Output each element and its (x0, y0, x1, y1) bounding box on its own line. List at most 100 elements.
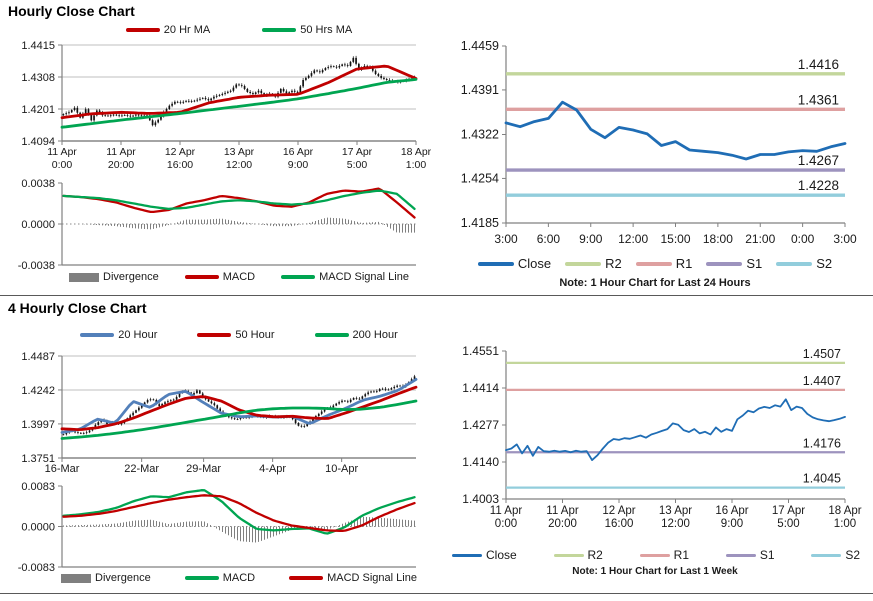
legend-item: MACD Signal Line (281, 271, 409, 283)
svg-text:17 Apr: 17 Apr (342, 146, 373, 158)
macd-swatch (184, 576, 219, 580)
svg-text:5:00: 5:00 (777, 518, 799, 530)
svg-text:1.4228: 1.4228 (798, 178, 839, 193)
legend-label: S2 (845, 548, 860, 562)
pivot-24h-legend: Close R2 R1 S1 S2 (437, 256, 873, 271)
svg-text:1.4277: 1.4277 (462, 418, 499, 432)
svg-text:18 Apr: 18 Apr (401, 146, 432, 158)
legend-label: R1 (675, 256, 693, 271)
svg-text:16:00: 16:00 (605, 518, 634, 530)
legend-label: Close (486, 548, 517, 562)
svg-text:12 Apr: 12 Apr (165, 146, 196, 158)
bottom-divider (0, 593, 873, 594)
legend-item: Divergence (61, 572, 151, 584)
legend-label: S1 (746, 256, 763, 271)
svg-text:0:00: 0:00 (495, 518, 517, 530)
s1-swatch (706, 261, 743, 266)
legend-label: Divergence (103, 271, 159, 283)
section-title-4hourly: 4 Hourly Close Chart (8, 300, 147, 316)
svg-text:10-Apr: 10-Apr (325, 463, 358, 475)
legend-label: Close (517, 256, 552, 271)
divergence-swatch (69, 272, 100, 282)
legend-item: 200 Hour (314, 329, 398, 341)
svg-text:18 Apr: 18 Apr (828, 505, 861, 517)
legend-item: 20 Hr MA (125, 24, 211, 36)
legend-item: S2 (811, 548, 860, 562)
svg-text:20:00: 20:00 (108, 159, 134, 171)
legend-item: MACD (184, 271, 255, 283)
hourly-price-legend: 20 Hr MA 50 Hrs MA (62, 24, 416, 36)
svg-text:1.4045: 1.4045 (803, 472, 841, 486)
legend-item: 50 Hour (197, 329, 275, 341)
s2-swatch (811, 553, 842, 557)
svg-text:1.4459: 1.4459 (461, 39, 499, 53)
svg-text:6:00: 6:00 (537, 232, 561, 246)
pivot-1week-legend: Close R2 R1 S1 S2 (452, 548, 860, 562)
svg-text:1.4322: 1.4322 (461, 128, 499, 142)
svg-text:1.3997: 1.3997 (21, 419, 55, 431)
ma50-swatch (262, 28, 297, 32)
ma20-swatch (125, 28, 160, 32)
svg-text:1.4416: 1.4416 (798, 57, 839, 72)
pivot-24h-note: Note: 1 Hour Chart for Last 24 Hours (559, 277, 751, 289)
legend-label: MACD (222, 572, 256, 584)
svg-text:9:00: 9:00 (288, 159, 309, 171)
r1-swatch (639, 553, 670, 557)
r2-swatch (565, 261, 602, 266)
svg-text:1.4267: 1.4267 (798, 153, 839, 168)
svg-text:0:00: 0:00 (791, 232, 815, 246)
legend-label: 20 Hr MA (163, 24, 211, 36)
svg-text:9:00: 9:00 (721, 518, 743, 530)
legend-item: R2 (565, 256, 622, 271)
legend-label: MACD Signal Line (327, 572, 417, 584)
svg-text:1.4361: 1.4361 (798, 92, 839, 107)
legend-item: R2 (553, 548, 603, 562)
svg-text:1.4201: 1.4201 (21, 104, 55, 116)
4hourly-macd-chart: 0.0083 0.0000 -0.0083 (18, 481, 416, 574)
svg-text:17 Apr: 17 Apr (772, 505, 805, 517)
svg-text:9:00: 9:00 (579, 232, 603, 246)
svg-text:5:00: 5:00 (347, 159, 368, 171)
ma200h-swatch (314, 333, 349, 337)
svg-text:16 Apr: 16 Apr (715, 505, 748, 517)
ma50h-swatch (197, 333, 232, 337)
legend-item: 20 Hour (80, 329, 157, 341)
pivot-24h-chart: 1.4459 1.4391 1.4322 1.4254 1.4185 3:00 6:00 9:… (461, 39, 857, 246)
svg-text:1.4176: 1.4176 (803, 436, 841, 450)
svg-text:16 Apr: 16 Apr (283, 146, 314, 158)
macd-signal-swatch (281, 275, 316, 279)
4hourly-macd-legend: Divergence MACD MACD Signal Line (61, 572, 417, 584)
section-divider (0, 295, 873, 296)
legend-label: 50 Hour (235, 329, 275, 341)
legend-label: 50 Hrs MA (300, 24, 353, 36)
svg-text:0:00: 0:00 (52, 159, 73, 171)
svg-text:13 Apr: 13 Apr (659, 505, 692, 517)
legend-item: S1 (706, 256, 762, 271)
legend-label: 200 Hour (352, 329, 398, 341)
svg-text:0.0083: 0.0083 (21, 481, 55, 493)
macd-signal-swatch (289, 576, 324, 580)
legend-item: Close (477, 256, 552, 271)
svg-text:20:00: 20:00 (548, 518, 577, 530)
svg-text:1.4551: 1.4551 (462, 344, 499, 358)
close-swatch (452, 553, 482, 557)
svg-text:1.4254: 1.4254 (461, 171, 499, 185)
svg-text:1.4507: 1.4507 (803, 347, 841, 361)
svg-text:16-Mar: 16-Mar (45, 463, 80, 475)
svg-text:12:00: 12:00 (618, 232, 648, 246)
legend-item: S1 (725, 548, 775, 562)
svg-text:1.4414: 1.4414 (462, 381, 499, 395)
legend-label: S1 (759, 548, 775, 562)
svg-text:1.4487: 1.4487 (21, 351, 55, 363)
svg-text:1.4185: 1.4185 (461, 216, 499, 230)
svg-text:13 Apr: 13 Apr (224, 146, 255, 158)
svg-text:1.4242: 1.4242 (21, 385, 55, 397)
svg-text:11 Apr: 11 Apr (106, 146, 136, 158)
svg-text:1.4094: 1.4094 (21, 136, 55, 148)
svg-text:12 Apr: 12 Apr (602, 505, 635, 517)
svg-text:-0.0083: -0.0083 (18, 562, 55, 574)
legend-label: R2 (605, 256, 622, 271)
